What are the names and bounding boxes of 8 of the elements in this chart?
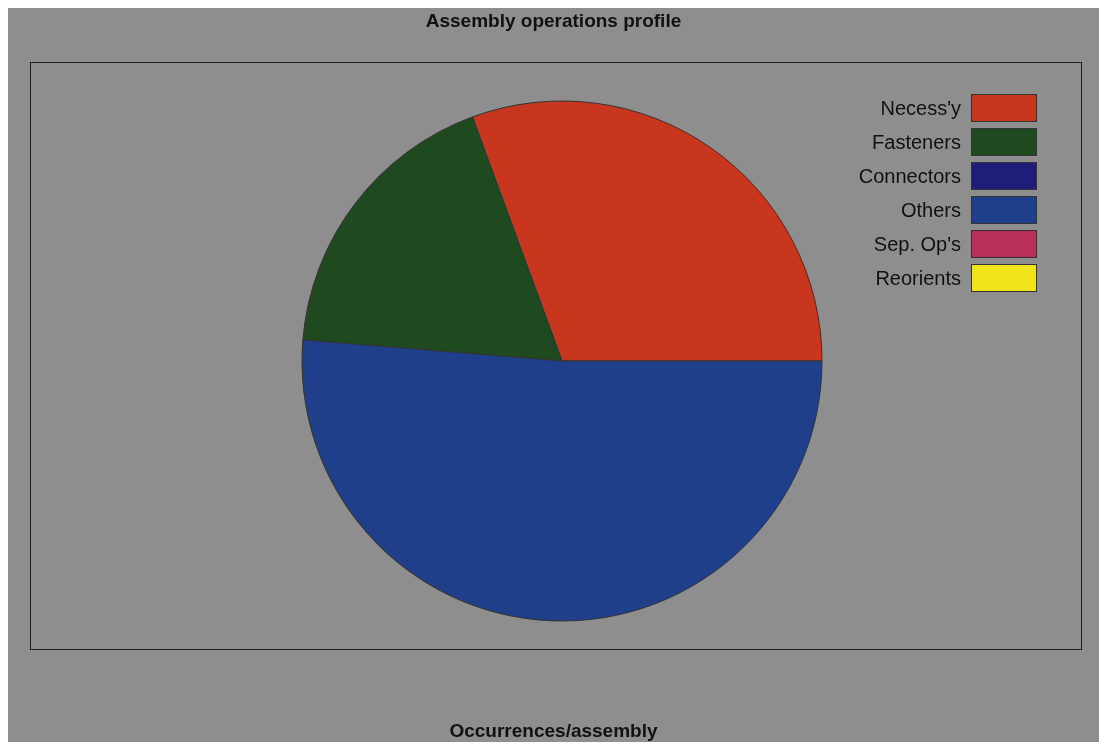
text: Occurrences/assembly [448,720,659,742]
legend-label: Fasteners [872,130,961,154]
legend-label: Necess'y [880,96,961,120]
legend-label: Connectors [858,164,961,188]
legend-label: Reorients [875,266,961,290]
legend-label: Sep. Op's [873,232,961,256]
legend-label: Others [900,198,961,222]
chart-title: Assembly operations profile [424,10,683,32]
